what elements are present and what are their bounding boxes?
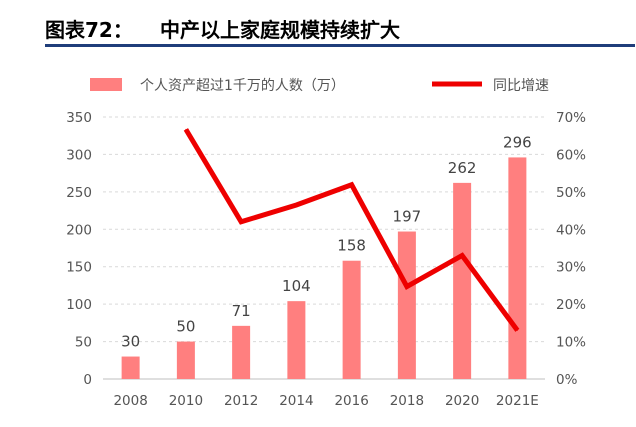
growth-point bbox=[516, 329, 518, 331]
y-left-tick-label: 300 bbox=[66, 147, 92, 163]
y-right-tick-label: 70% bbox=[556, 110, 586, 126]
figure-title: 中产以上家庭规模持续扩大 bbox=[160, 18, 400, 42]
figure-number: 图表72： bbox=[45, 18, 133, 42]
legend-line-label: 同比增速 bbox=[493, 78, 549, 94]
bar-data-label: 30 bbox=[121, 333, 140, 351]
y-left-tick-label: 100 bbox=[66, 297, 92, 313]
x-tick-label: 2021E bbox=[496, 393, 539, 409]
bar bbox=[232, 325, 251, 379]
x-tick-label: 2014 bbox=[279, 393, 313, 409]
bar bbox=[453, 182, 472, 379]
y-right-tick-label: 60% bbox=[556, 147, 586, 163]
growth-point bbox=[240, 221, 242, 223]
growth-point bbox=[295, 204, 297, 206]
legend-bar-swatch bbox=[90, 78, 122, 91]
y-left-tick-label: 0 bbox=[83, 372, 92, 388]
x-tick-label: 2020 bbox=[445, 393, 479, 409]
bar-data-label: 50 bbox=[176, 318, 195, 336]
y-right-tick-label: 50% bbox=[556, 185, 586, 201]
bar-data-label: 158 bbox=[337, 237, 366, 255]
bar-data-label: 104 bbox=[282, 277, 311, 295]
bar-data-label: 71 bbox=[232, 302, 251, 320]
x-tick-label: 2010 bbox=[169, 393, 203, 409]
bar bbox=[397, 231, 416, 379]
figure-header: 图表72： 中产以上家庭规模持续扩大 bbox=[0, 0, 636, 44]
bar bbox=[176, 341, 195, 379]
y-right-tick-label: 10% bbox=[556, 335, 586, 351]
growth-point bbox=[461, 254, 463, 256]
x-tick-label: 2008 bbox=[113, 393, 147, 409]
y-right-tick-label: 0% bbox=[556, 372, 578, 388]
y-left-tick-label: 150 bbox=[66, 260, 92, 276]
y-left-tick-label: 350 bbox=[66, 110, 92, 126]
y-left-tick-label: 200 bbox=[66, 222, 92, 238]
x-tick-label: 2018 bbox=[390, 393, 424, 409]
y-right-tick-label: 40% bbox=[556, 222, 586, 238]
x-tick-label: 2012 bbox=[224, 393, 258, 409]
growth-point bbox=[351, 184, 353, 186]
bar bbox=[508, 157, 527, 379]
y-right-tick-label: 30% bbox=[556, 260, 586, 276]
y-left-tick-label: 50 bbox=[75, 335, 92, 351]
bar bbox=[287, 301, 306, 379]
y-right-tick-label: 20% bbox=[556, 297, 586, 313]
bar bbox=[121, 356, 140, 379]
bar-data-label: 262 bbox=[448, 159, 477, 177]
bar-data-label: 197 bbox=[393, 208, 422, 226]
x-tick-label: 2016 bbox=[334, 393, 368, 409]
growth-point bbox=[185, 128, 187, 130]
legend-bar-label: 个人资产超过1千万的人数（万） bbox=[140, 78, 345, 94]
bar bbox=[342, 260, 361, 379]
growth-point bbox=[406, 286, 408, 288]
y-left-tick-label: 250 bbox=[66, 185, 92, 201]
title-rule bbox=[45, 44, 635, 47]
bar-data-label: 296 bbox=[503, 133, 532, 151]
